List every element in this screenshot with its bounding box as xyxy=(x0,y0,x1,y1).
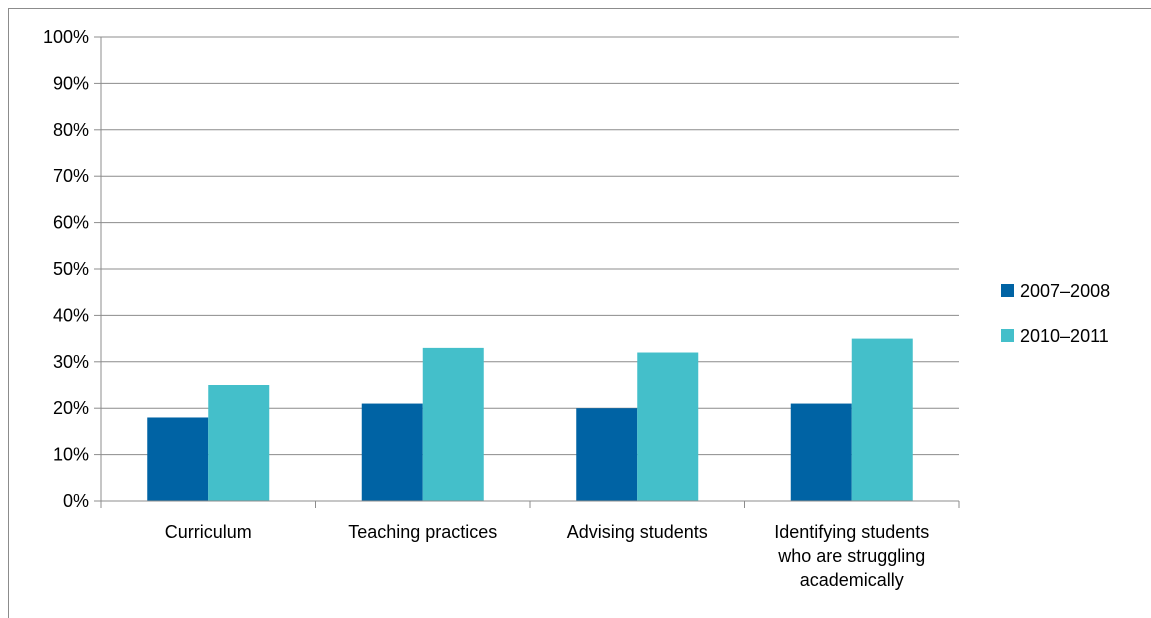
bar xyxy=(422,347,484,501)
y-tick-label: 50% xyxy=(53,259,89,279)
x-tick-label: Identifying students who are struggling ac… xyxy=(774,522,929,590)
legend-swatch xyxy=(1001,284,1014,297)
y-tick-label: 0% xyxy=(63,491,89,511)
y-tick-label: 40% xyxy=(53,305,89,325)
x-tick-label: Teaching practices xyxy=(348,522,497,542)
legend-swatch xyxy=(1001,329,1014,342)
x-tick-label: Curriculum xyxy=(165,522,252,542)
x-tick-labels: Curriculum Teaching practices Advising stu… xyxy=(165,522,930,590)
y-tick-label: 100% xyxy=(43,27,89,47)
legend: 2007–2008 2010–2011 xyxy=(1001,281,1110,346)
legend-label: 2010–2011 xyxy=(1020,326,1109,346)
bars xyxy=(147,338,913,501)
axes xyxy=(94,36,960,508)
bar xyxy=(361,403,423,501)
y-tick-labels: 0% 10% 20% 30% 40% 50% 60% 70% 80% 90% 100% xyxy=(43,27,89,511)
bar xyxy=(576,408,638,501)
y-tick-label: 90% xyxy=(53,73,89,93)
y-tick-label: 20% xyxy=(53,398,89,418)
bar xyxy=(851,338,913,501)
legend-label: 2007–2008 xyxy=(1020,281,1110,301)
y-tick-label: 80% xyxy=(53,120,89,140)
y-tick-label: 30% xyxy=(53,352,89,372)
chart-frame xyxy=(8,8,1151,618)
x-tick-label: Advising students xyxy=(567,522,708,542)
y-tick-label: 60% xyxy=(53,213,89,233)
bar xyxy=(147,417,209,501)
bar xyxy=(790,403,852,501)
y-tick-label: 70% xyxy=(53,166,89,186)
bar xyxy=(208,385,270,501)
y-tick-label: 10% xyxy=(53,445,89,465)
bar xyxy=(637,352,699,501)
